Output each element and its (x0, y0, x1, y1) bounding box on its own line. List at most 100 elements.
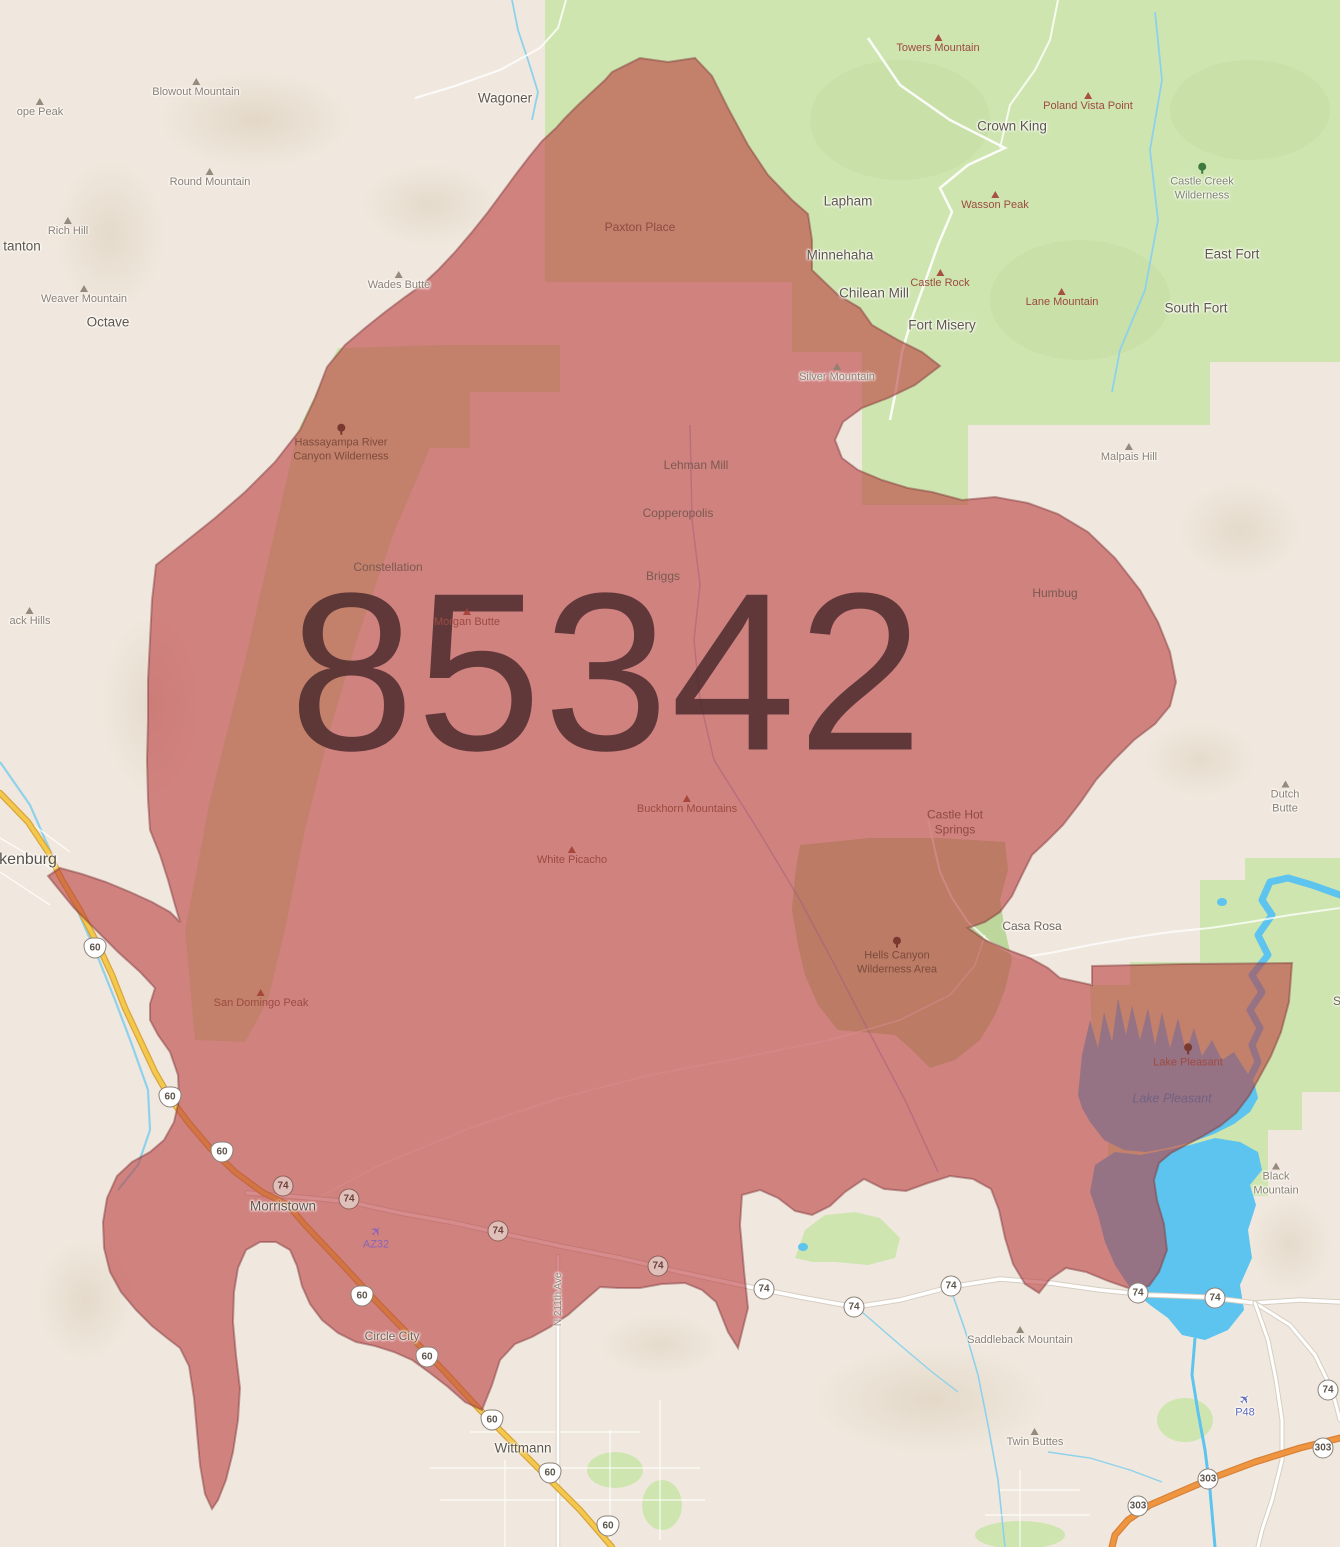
label-text: AZ32 (362, 1238, 390, 1251)
zip-boundary-polygon[interactable] (46, 56, 1294, 1512)
label-text: Dutch Butte (1270, 788, 1300, 815)
label-text: Malpais Hill (1100, 451, 1158, 464)
map-label-octave: Octave (87, 315, 130, 332)
mountain-peak-icon (25, 607, 34, 615)
label-text: Weaver Mountain (40, 293, 128, 306)
map-label-wades-butte: Wades Butte (367, 271, 431, 293)
map-label-lane-mountain: Lane Mountain (1025, 288, 1099, 310)
route-shield-60: 60 (480, 1409, 504, 1431)
route-shield-60: 60 (158, 1086, 182, 1108)
label-text: Crown King (977, 118, 1047, 134)
map-label-castle-creek-wilderness: Castle Creek Wilderness (1170, 162, 1234, 204)
route-shield-74: 74 (753, 1278, 775, 1300)
label-text: Wagoner (477, 90, 533, 106)
map-label-saddleback-mountain: Saddleback Mountain (967, 1326, 1073, 1348)
route-shield-60: 60 (83, 937, 107, 959)
mountain-peak-icon (205, 168, 214, 176)
mountain-peak-icon (79, 285, 88, 293)
label-text: Wittmann (494, 1440, 552, 1456)
map-label-south-fort: South Fort (1164, 301, 1227, 318)
map-label-humbug: Humbug (1032, 586, 1077, 601)
route-shield-303: 303 (1312, 1437, 1334, 1459)
map-label-circle-city: Circle City (365, 1329, 420, 1344)
label-text: ope Peak (16, 106, 64, 119)
mountain-peak-icon (832, 363, 841, 371)
map-label-poland-vista-point: Poland Vista Point (1043, 92, 1133, 114)
green-hill-shade (1170, 60, 1330, 160)
highway-303 (1108, 1434, 1340, 1547)
streams (0, 0, 1163, 1547)
forest-area-northeast (545, 0, 1340, 505)
label-text: Round Mountain (169, 176, 251, 189)
label-text: Lane Mountain (1025, 296, 1099, 309)
map-label-hassayampa-river-canyon-wilderness: Hassayampa River Canyon Wilderness (293, 423, 389, 465)
route-shield-60: 60 (415, 1346, 439, 1368)
route-shield-60: 60 (350, 1285, 374, 1307)
mountain-peak-icon (1015, 1326, 1024, 1334)
label-text: ack Hills (9, 615, 51, 628)
label-text: South Fort (1164, 300, 1228, 316)
label-text: Casa Rosa (1002, 918, 1062, 933)
airplane-icon: ✈ (1235, 1390, 1255, 1409)
label-text: Castle Rock (910, 277, 970, 290)
zip-code-overlay: 85342 (289, 545, 925, 798)
route-shield-60: 60 (210, 1141, 234, 1163)
label-text: Wades Butte (367, 279, 431, 292)
map-label-rich-hill: Rich Hill (48, 217, 88, 239)
map-label-twin-buttes: Twin Buttes (1007, 1428, 1063, 1450)
label-text: Towers Mountain (896, 42, 980, 55)
label-text: Morristown (249, 1198, 317, 1214)
map-label-minnehaha: Minnehaha (807, 248, 874, 265)
label-text: Lapham (823, 193, 873, 209)
label-text: P48 (1235, 1406, 1255, 1419)
map-label-silver-mountain: Silver Mountain (799, 363, 875, 385)
route-shield-303: 303 (1197, 1468, 1219, 1490)
mountain-peak-icon (1030, 1428, 1039, 1436)
mountain-peak-icon (1125, 443, 1133, 451)
map-label-castle-hot-springs: Castle Hot Springs (927, 808, 983, 838)
map-label-blowout-mountain: Blowout Mountain (152, 78, 240, 100)
label-text: Castle Creek Wilderness (1170, 175, 1234, 202)
label-text: S (1332, 993, 1340, 1008)
label-text: Hassayampa River Canyon Wilderness (293, 436, 389, 463)
label-text: Castle Hot Springs (926, 807, 984, 837)
label-text: East Fort (1204, 246, 1260, 262)
map-label-n-211th-ave: N 211th Ave (553, 1273, 566, 1327)
route-shield-74: 74 (338, 1188, 360, 1210)
map-label-chilean-mill: Chilean Mill (839, 286, 909, 303)
label-text: Humbug (1032, 585, 1078, 600)
map-label-lake-pleasant: Lake Pleasant (1132, 1091, 1211, 1107)
tree-icon (893, 936, 901, 948)
map-label-ack-hills: ack Hills (9, 607, 51, 629)
label-text: White Picacho (536, 854, 608, 867)
label-text: Minnehaha (806, 247, 874, 263)
label-text: Lake Pleasant (1153, 1056, 1223, 1069)
mountain-peak-icon (1083, 92, 1092, 100)
label-text: kenburg (0, 851, 57, 868)
label-text: Copperopolis (642, 505, 714, 520)
map-label-copperopolis: Copperopolis (643, 506, 714, 521)
map-label-briggs: Briggs (646, 569, 680, 584)
mountain-peak-icon (1058, 288, 1066, 296)
airplane-icon: ✈ (366, 1222, 386, 1241)
label-text: Octave (86, 314, 130, 330)
route-shield-74: 74 (272, 1175, 294, 1197)
map-label-az32: ✈ AZ32 (362, 1222, 390, 1253)
map-label-morristown: Morristown (250, 1199, 316, 1216)
route-shield-74: 74 (1317, 1379, 1339, 1401)
route-shield-74: 74 (1127, 1282, 1149, 1304)
label-text: Lehman Mill (663, 457, 729, 472)
label-text: Buckhorn Mountains (636, 803, 738, 816)
map-label-towers-mountain: Towers Mountain (896, 34, 980, 56)
tree-icon (1197, 162, 1206, 174)
map-label-san-domingo-peak: San Domingo Peak (214, 989, 308, 1011)
label-text: Poland Vista Point (1043, 100, 1133, 113)
pond (798, 1243, 808, 1251)
label-text: Hells Canyon Wilderness Area (856, 949, 938, 976)
map-label-kenburg: kenburg (0, 850, 57, 870)
mountain-peak-icon (934, 34, 942, 42)
label-text: Saddleback Mountain (967, 1334, 1073, 1347)
map-label-white-picacho: White Picacho (537, 846, 607, 868)
